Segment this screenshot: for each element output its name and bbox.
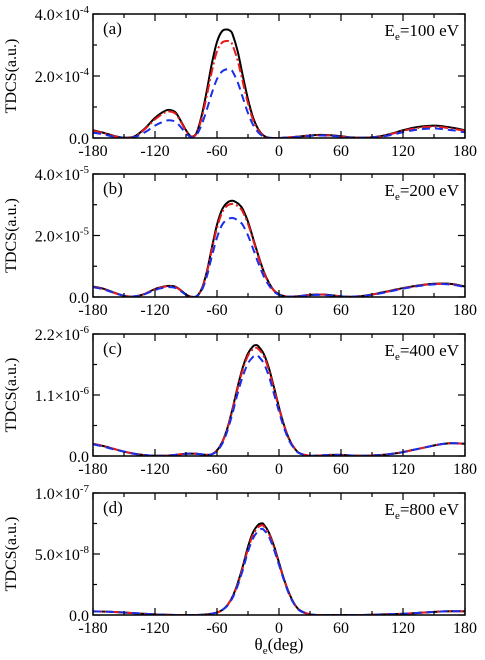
x-tick-label: 180 <box>453 302 477 319</box>
panel-b: -180 -120 -60 0 60 120 180 0.0 2.0×10-5 4.0×10-5 T… <box>3 164 477 319</box>
y-tick-label: 2.0×10-5 <box>35 226 90 246</box>
x-tick-label: -120 <box>140 461 169 478</box>
y-tick-label: 5.0×10-8 <box>35 544 90 564</box>
panel-d: -180 -120 -60 0 60 120 180 0.0 5.0×10-8 1.0×10-7 T… <box>3 483 477 637</box>
series-line-solid <box>93 522 465 615</box>
series-line-dashed <box>93 527 465 615</box>
x-tick-label: -180 <box>78 143 107 160</box>
x-axis-title-symbol: θ <box>255 635 263 654</box>
x-tick-label: 60 <box>333 620 349 637</box>
y-axis-title: TDCS(a.u.) <box>3 198 20 273</box>
x-tick-label: 0 <box>275 620 283 637</box>
y-tick-label: 4.0×10-5 <box>35 164 90 184</box>
x-tick-label: 0 <box>275 143 283 160</box>
x-tick-label: -120 <box>140 143 169 160</box>
panels: -180 -120 -60 0 60 120 180 0.0 2.0×10-4 4.0×10-4 T… <box>3 4 477 637</box>
x-tick-label: -180 <box>78 461 107 478</box>
x-tick-label: -60 <box>206 143 227 160</box>
x-tick-label: -180 <box>78 620 107 637</box>
panel-label: (b) <box>103 179 123 198</box>
y-tick-label: 0.0 <box>69 449 89 466</box>
energy-label: Ee=800 eV <box>385 500 460 522</box>
x-tick-label: 180 <box>453 143 477 160</box>
x-tick-label: -60 <box>206 620 227 637</box>
y-tick-label: 0.0 <box>69 131 89 148</box>
series-line-dashdot <box>93 39 465 138</box>
x-tick-label: 60 <box>333 143 349 160</box>
x-axis-title: θe(deg) <box>255 635 304 657</box>
series-line-solid <box>93 344 465 456</box>
y-tick-label: 2.2×10-6 <box>35 324 90 344</box>
x-tick-label: 120 <box>391 143 415 160</box>
y-tick-label: 1.0×10-7 <box>35 483 90 503</box>
y-tick-label: 2.0×10-4 <box>35 66 90 86</box>
y-tick-label: 4.0×10-4 <box>35 4 90 24</box>
panel-label: (a) <box>103 19 122 38</box>
x-tick-label: 120 <box>391 620 415 637</box>
x-tick-label: 120 <box>391 302 415 319</box>
series-line-dashed <box>93 216 465 297</box>
x-tick-label: 60 <box>333 302 349 319</box>
x-tick-label: -120 <box>140 302 169 319</box>
x-tick-label: -120 <box>140 620 169 637</box>
x-tick-label: -60 <box>206 461 227 478</box>
y-axis-title: TDCS(a.u.) <box>3 358 20 433</box>
series-line-solid <box>93 28 465 138</box>
x-axis-title-subscript: e <box>263 645 268 657</box>
series-line-dashdot <box>93 346 465 456</box>
series-line-dashdot <box>93 202 465 297</box>
y-tick-label: 1.1×10-6 <box>35 385 90 405</box>
energy-label: Ee=100 eV <box>385 21 460 43</box>
x-tick-label: 0 <box>275 302 283 319</box>
y-tick-label: 0.0 <box>69 290 89 307</box>
x-tick-label: 0 <box>275 461 283 478</box>
x-axis-title-unit: (deg) <box>268 635 304 654</box>
y-axis-title: TDCS(a.u.) <box>3 517 20 592</box>
series-line-dashed <box>93 68 465 138</box>
y-axis-title: TDCS(a.u.) <box>3 39 20 114</box>
x-tick-label: 120 <box>391 461 415 478</box>
x-tick-label: -180 <box>78 302 107 319</box>
x-tick-label: 180 <box>453 461 477 478</box>
x-tick-label: 60 <box>333 461 349 478</box>
x-tick-label: 180 <box>453 620 477 637</box>
series-line-solid <box>93 199 465 297</box>
energy-label: Ee=200 eV <box>385 181 460 203</box>
panel-label: (c) <box>103 339 122 358</box>
panel-c: -180 -120 -60 0 60 120 180 0.0 1.1×10-6 2.2×10-6 T… <box>3 324 477 478</box>
series-line-dashed <box>93 354 465 456</box>
series-line-dashdot <box>93 524 465 615</box>
panel-label: (d) <box>103 498 123 517</box>
y-tick-label: 0.0 <box>69 608 89 625</box>
x-tick-label: -60 <box>206 302 227 319</box>
panel-a: -180 -120 -60 0 60 120 180 0.0 2.0×10-4 4.0×10-4 T… <box>3 4 477 160</box>
energy-label: Ee=400 eV <box>385 341 460 363</box>
